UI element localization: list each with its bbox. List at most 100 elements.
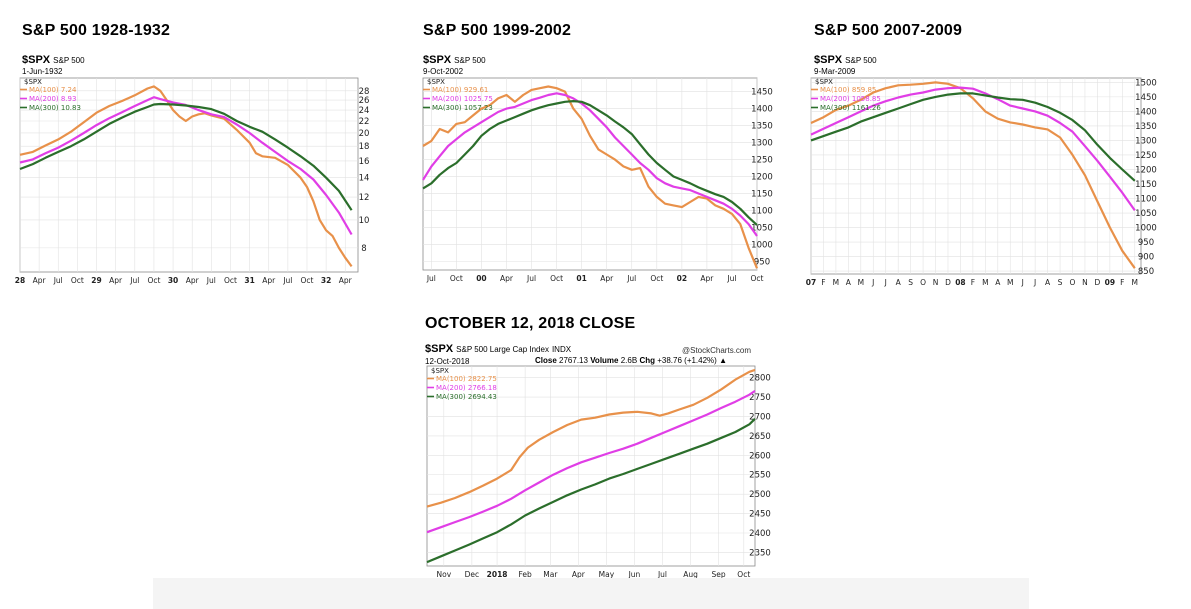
legend-entry: MA(300) 10.83 [29,104,81,112]
y-tick-label: 1400 [751,105,773,115]
y-tick-label: 1200 [751,173,773,183]
y-tick-label: 18 [359,142,370,152]
x-tick-label: F [1120,278,1124,287]
x-tick-label: Apr [339,276,353,285]
volume-label: Volume [590,356,619,365]
x-tick-label: J [1021,278,1024,287]
y-tick-label: 1250 [1135,151,1157,161]
symbol-label: $SPX S&P 500 Large Cap Index INDX [425,343,571,355]
x-tick-label: 08 [955,278,965,287]
y-tick-label: 10 [359,216,370,226]
legend-symbol: $SPX [815,78,833,86]
series-line-ma300 [810,92,1136,182]
x-tick-label: 32 [321,276,331,285]
y-tick-label: 2450 [749,510,771,520]
y-tick-label: 1450 [1135,93,1157,103]
x-tick-label: Apr [572,570,586,579]
chart-date: 12-Oct-2018 [425,357,470,366]
x-tick-label: Oct [737,570,750,579]
x-tick-label: 28 [15,276,25,285]
y-tick-label: 22 [359,117,370,127]
symbol-ticker: $SPX [423,54,452,66]
quote-summary: Close 2767.13 Volume 2.6B Chg +38.76 (+1… [535,356,727,365]
x-tick-label: 02 [677,274,687,283]
y-tick-label: 2350 [749,548,771,558]
x-tick-label: O [1070,278,1076,287]
x-tick-label: S [1058,278,1063,287]
series-line-ma200 [422,92,758,237]
close-label: Close [535,356,557,365]
symbol-name: S&P 500 [845,56,877,65]
x-tick-label: 07 [806,278,816,287]
x-tick-label: J [871,278,874,287]
y-tick-label: 1500 [1135,78,1157,88]
series-line-ma300 [426,418,756,564]
gridlines [423,78,758,270]
x-tick-label: M [1007,278,1013,287]
x-tick-label: Apr [109,276,123,285]
y-tick-label: 2800 [749,374,771,384]
legend-entry: MA(300) 1057.23 [432,104,493,112]
y-tick-label: 2700 [749,412,771,422]
legend-symbol: $SPX [427,78,445,86]
y-tick-label: 1150 [1135,180,1157,190]
y-tick-label: 20 [359,129,370,139]
x-tick-label: Jul [526,274,536,283]
symbol-ticker: $SPX [814,54,843,66]
x-tick-label: Oct [71,276,84,285]
gridlines [810,78,1141,274]
x-tick-label: Oct [300,276,313,285]
x-tick-label: 31 [244,276,254,285]
x-tick-label: Jul [726,274,736,283]
y-tick-label: 2600 [749,451,771,461]
x-tick-label: F [821,278,825,287]
gridlines [19,78,358,272]
up-arrow-icon: ▲ [719,356,727,365]
x-tick-label: Apr [700,274,714,283]
chart-title-2007-2009: S&P 500 2007-2009 [814,22,963,39]
series-line-ma100 [19,85,353,268]
x-tick-label: A [896,278,902,287]
x-tick-label: F [971,278,975,287]
chg-value: +38.76 (+1.42%) [657,356,717,365]
y-tick-label: 1450 [751,88,773,98]
x-tick-label: May [599,570,615,579]
chart-svg-2018: 2350 2400 2450 2500 2550 2600 2650 2700 2750 2800… [426,365,771,579]
symbol-name: S&P 500 [454,56,486,65]
series-line-ma200 [19,96,353,236]
x-tick-label: D [945,278,951,287]
x-tick-label: M [1132,278,1138,287]
x-tick-label: 29 [91,276,101,285]
x-tick-label: M [833,278,839,287]
x-tick-label: Feb [518,570,532,579]
x-tick-label: 09 [1105,278,1115,287]
y-tick-label: 12 [359,193,370,203]
x-tick-label: Apr [33,276,47,285]
y-tick-label: 2750 [749,393,771,403]
y-tick-label: 14 [359,174,370,184]
y-tick-label: 950 [754,258,770,268]
x-tick-label: 01 [576,274,586,283]
x-tick-label: Jul [626,274,636,283]
x-tick-label: Oct [751,274,764,283]
chart-date: 9-Oct-2002 [423,67,464,76]
symbol-label: $SPX S&P 500 [22,54,85,66]
symbol-ticker: $SPX [425,343,454,355]
x-tick-label: Jul [129,276,139,285]
x-tick-label: Jul [426,274,436,283]
x-tick-label: Oct [550,274,563,283]
y-tick-label: 26 [359,96,370,106]
y-tick-label: 1050 [1135,209,1157,219]
chart-date: 9-Mar-2009 [814,67,856,76]
series-line-ma100 [810,81,1136,269]
x-tick-label: 00 [476,274,486,283]
x-tick-label: A [995,278,1001,287]
y-tick-label: 1200 [1135,165,1157,175]
x-tick-label: O [920,278,926,287]
exchange-label: INDX [551,345,572,354]
y-tick-label: 900 [1138,253,1154,263]
y-tick-label: 24 [359,106,370,116]
legend-entry: MA(200) 1058.85 [820,95,881,103]
bottom-bar [153,578,1029,609]
